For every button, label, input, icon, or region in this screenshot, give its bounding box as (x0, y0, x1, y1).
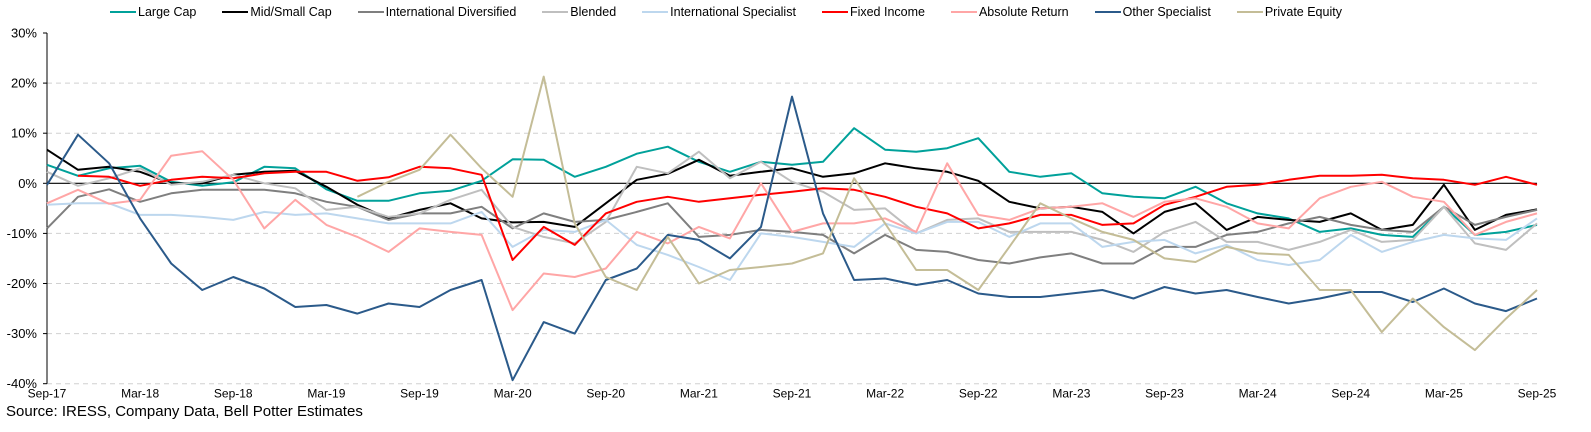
x-tick-label: Mar-18 (121, 387, 159, 400)
legend-item-absolute-return: Absolute Return (950, 5, 1069, 19)
y-tick-label: -40% (7, 376, 38, 391)
legend-label: International Specialist (670, 5, 796, 19)
line-chart: 30% 20% 10% 0% -10% -20% -30% -40%Sep-17 Mar-18 S… (7, 26, 1557, 401)
y-tick-label: 0% (18, 176, 37, 191)
y-tick-label: -30% (7, 326, 38, 341)
x-tick-label: Mar-23 (1052, 387, 1090, 400)
legend-swatch (222, 10, 249, 14)
legend-item-private-equity: Private Equity (1236, 5, 1342, 19)
x-tick-label: Sep-24 (1331, 387, 1370, 400)
x-tick-label: Sep-21 (773, 387, 812, 400)
legend-label: Mid/Small Cap (250, 5, 332, 19)
y-tick-label: 20% (11, 76, 37, 91)
x-tick-label: Mar-19 (307, 387, 345, 400)
legend-label: Absolute Return (978, 5, 1069, 19)
x-tick-label: Sep-19 (400, 387, 439, 400)
legend-label: Blended (570, 5, 617, 19)
series-line-absolute-return (46, 150, 1538, 312)
legend-label: Large Cap (138, 5, 197, 19)
series-line-fixed-income (77, 165, 1538, 261)
legend-swatch (642, 10, 669, 14)
x-tick-label: Mar-25 (1425, 387, 1463, 400)
chart-legend: Large Cap Mid/Small Cap International Dive… (110, 5, 1571, 19)
x-tick-label: Mar-20 (494, 387, 532, 400)
legend-swatch (542, 10, 569, 14)
series-line-large-cap (46, 127, 1538, 238)
series-line-other-specialist (46, 95, 1538, 382)
y-tick-label: 30% (11, 26, 37, 41)
legend-item-mid-small-cap: Mid/Small Cap (222, 5, 332, 19)
legend-item-international-diversified: International Diversified (357, 5, 517, 19)
y-tick-label: -20% (7, 276, 38, 291)
legend-label: Private Equity (1264, 5, 1342, 19)
legend-swatch (357, 10, 384, 14)
legend-swatch (950, 10, 977, 14)
legend-label: Fixed Income (849, 5, 925, 19)
legend-swatch (110, 10, 136, 14)
series-line-private-equity (356, 75, 1538, 352)
x-tick-label: Sep-25 (1518, 387, 1557, 400)
y-tick-label: -10% (7, 226, 38, 241)
x-tick-label: Sep-17 (28, 387, 67, 400)
legend-item-large-cap: Large Cap (110, 5, 196, 19)
series-line-international-diversified (46, 188, 1538, 265)
legend-item-fixed-income: Fixed Income (821, 5, 925, 19)
legend-label: Other Specialist (1122, 5, 1211, 19)
x-tick-label: Mar-22 (866, 387, 904, 400)
x-tick-label: Sep-22 (959, 387, 998, 400)
x-tick-label: Sep-18 (214, 387, 253, 400)
source-note: Source: IRESS, Company Data, Bell Potter… (6, 403, 363, 420)
legend-swatch (1094, 10, 1121, 14)
series-line-international-specialist (46, 202, 1538, 281)
x-tick-label: Mar-24 (1239, 387, 1277, 400)
legend-item-blended: Blended (542, 5, 616, 19)
series-line-blended (46, 150, 1538, 253)
y-tick-label: 10% (11, 126, 37, 141)
x-tick-label: Mar-21 (680, 387, 718, 400)
x-tick-label: Sep-20 (586, 387, 625, 400)
legend-item-international-specialist: International Specialist (642, 5, 796, 19)
legend-label: International Diversified (385, 5, 517, 19)
x-tick-label: Sep-23 (1145, 387, 1184, 400)
legend-swatch (1236, 10, 1263, 14)
legend-item-other-specialist: Other Specialist (1094, 5, 1211, 19)
legend-swatch (821, 10, 848, 14)
